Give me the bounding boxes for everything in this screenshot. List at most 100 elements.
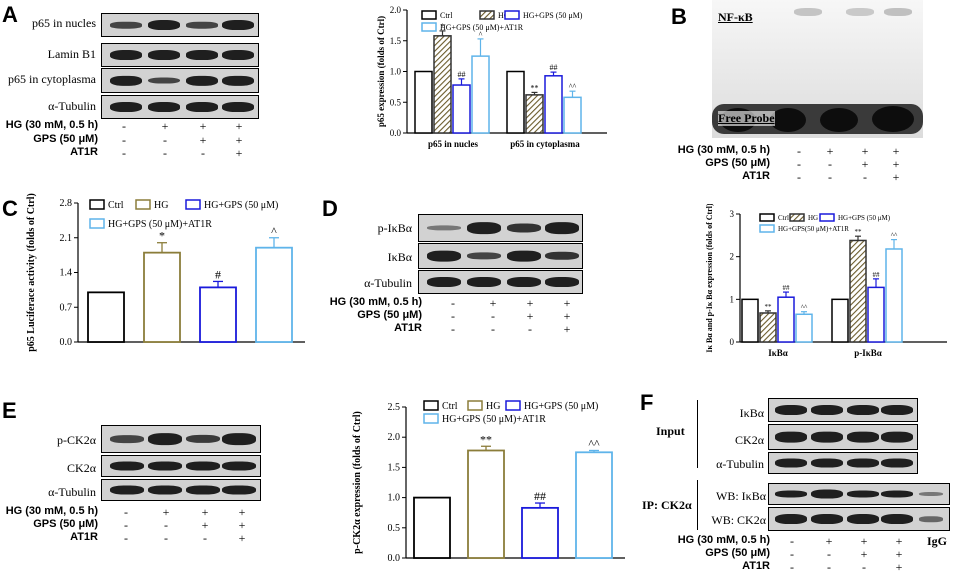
- sign: +: [199, 133, 207, 147]
- sign: -: [201, 146, 205, 160]
- bar: [199, 286, 237, 343]
- sign: -: [164, 531, 168, 545]
- legend-label: Ctrl: [108, 200, 124, 211]
- legend-label: HG: [486, 401, 500, 412]
- sign: +: [860, 534, 868, 548]
- sign: +: [861, 144, 869, 158]
- sign: -: [203, 531, 207, 545]
- legend-swatch: [89, 218, 105, 229]
- hg-label: HG (30 mM, 0.5 h): [329, 296, 422, 308]
- sign: -: [124, 531, 128, 545]
- blot-label: p-CK2α: [57, 433, 96, 447]
- significance-label: **: [480, 432, 492, 446]
- legend-swatch: [423, 400, 439, 411]
- y-tick-label: 0: [730, 337, 735, 347]
- at1r-label: AT1R: [70, 146, 98, 158]
- gps-label: GPS (50 μM): [705, 157, 770, 169]
- bar: [413, 496, 451, 559]
- chart-d: Ctrl HG HG+GPS (50 μM) HG+GPS(50 μM)+AT1R 0 1…: [705, 204, 947, 358]
- y-tick-label: 2: [730, 252, 735, 262]
- sign: +: [526, 309, 534, 323]
- blot-label: α-Tubulin: [364, 276, 412, 290]
- bar: [867, 286, 885, 343]
- y-tick-label: 1.5: [388, 462, 401, 473]
- chart-a: Ctrl HG HG+GPS (50 μM) HG+GPS (50 μM)+AT1R 0…: [376, 5, 607, 149]
- at1r-label: AT1R: [742, 170, 770, 182]
- igg-label: IgG: [926, 534, 947, 548]
- sign: -: [797, 157, 801, 171]
- sign: +: [238, 505, 246, 519]
- ip-label: IP: CK2α: [642, 498, 692, 512]
- sign: +: [892, 157, 900, 171]
- y-tick-label: 2.8: [60, 198, 73, 209]
- legend-label: HG+GPS (50 μM)+AT1R: [440, 23, 524, 32]
- blot-label: α-Tubulin: [48, 99, 96, 113]
- bar: [87, 291, 125, 343]
- gps-label: GPS (50 μM): [33, 518, 98, 530]
- blot-strip: [101, 13, 259, 37]
- bar: [471, 55, 490, 134]
- hg-label: HG (30 mM, 0.5 h): [677, 534, 770, 546]
- sign: +: [892, 144, 900, 158]
- bar: [885, 248, 903, 343]
- bar: [143, 251, 181, 343]
- chart-e: Ctrl HG HG+GPS (50 μM) HG+GPS (50 μM)+AT1R 0…: [352, 400, 625, 564]
- significance-label: *: [159, 229, 165, 243]
- blot-label: Lamin B1: [47, 47, 96, 61]
- legend-swatch: [135, 199, 151, 210]
- nfkb-label: NF-κB: [718, 10, 753, 24]
- y-axis-label: p65 expression (folds of Ctrl): [376, 16, 386, 127]
- sign: +: [526, 296, 534, 310]
- blot-strip: [418, 270, 583, 294]
- y-tick-label: 3: [730, 209, 735, 219]
- blot-label: IκBα: [739, 406, 764, 420]
- blot-strip: [418, 214, 583, 242]
- sign: +: [892, 170, 900, 184]
- legend-label: HG: [808, 214, 818, 222]
- legend-label: Ctrl: [440, 11, 453, 20]
- blot-strip: [101, 425, 261, 453]
- significance-label: *: [441, 22, 445, 31]
- sign: +: [235, 133, 243, 147]
- bar: [563, 96, 582, 134]
- at1r-label: AT1R: [742, 560, 770, 572]
- y-tick-label: 0.0: [60, 337, 73, 348]
- legend-label: Ctrl: [778, 214, 789, 222]
- blot-strip: [101, 479, 261, 501]
- panel-letter-d: D: [322, 196, 338, 221]
- x-tick-label: p65 in nucles: [428, 139, 479, 149]
- sign: -: [827, 547, 831, 561]
- blot-label: WB: IκBα: [716, 489, 766, 503]
- bar: [777, 296, 795, 343]
- bar: [433, 35, 452, 134]
- legend-label: HG+GPS (50 μM): [838, 214, 891, 222]
- sign: +: [162, 505, 170, 519]
- gps-label: GPS (50 μM): [33, 133, 98, 145]
- blot-label: WB: CK2α: [711, 513, 766, 527]
- significance-label: ^^: [588, 436, 600, 450]
- legend-swatch: [467, 400, 483, 411]
- y-axis-label: Iκ Bα and p-Iκ Bα expression (folds of C…: [705, 204, 714, 353]
- legend-swatch: [421, 22, 437, 32]
- legend-label: HG+GPS (50 μM)+AT1R: [442, 414, 546, 425]
- significance-label: ##: [534, 489, 546, 503]
- legend-swatch: [759, 224, 775, 233]
- hg-label: HG (30 mM, 0.5 h): [677, 144, 770, 156]
- sign: -: [163, 146, 167, 160]
- bar: [521, 506, 559, 559]
- bar: [452, 84, 471, 134]
- significance-label: ^: [479, 30, 483, 39]
- sign: -: [163, 133, 167, 147]
- y-tick-label: 0.0: [390, 128, 402, 138]
- sign: +: [238, 518, 246, 532]
- sign: -: [451, 309, 455, 323]
- sign: -: [790, 547, 794, 561]
- legend-label: HG+GPS (50 μM)+AT1R: [108, 219, 212, 230]
- y-tick-label: 1.4: [60, 268, 73, 279]
- y-tick-label: 1.0: [390, 67, 402, 77]
- significance-label: ^^: [891, 232, 898, 240]
- gps-label: GPS (50 μM): [705, 547, 770, 559]
- panel-letter-a: A: [2, 2, 18, 27]
- y-tick-label: 2.1: [60, 233, 73, 244]
- legend-swatch: [819, 213, 835, 222]
